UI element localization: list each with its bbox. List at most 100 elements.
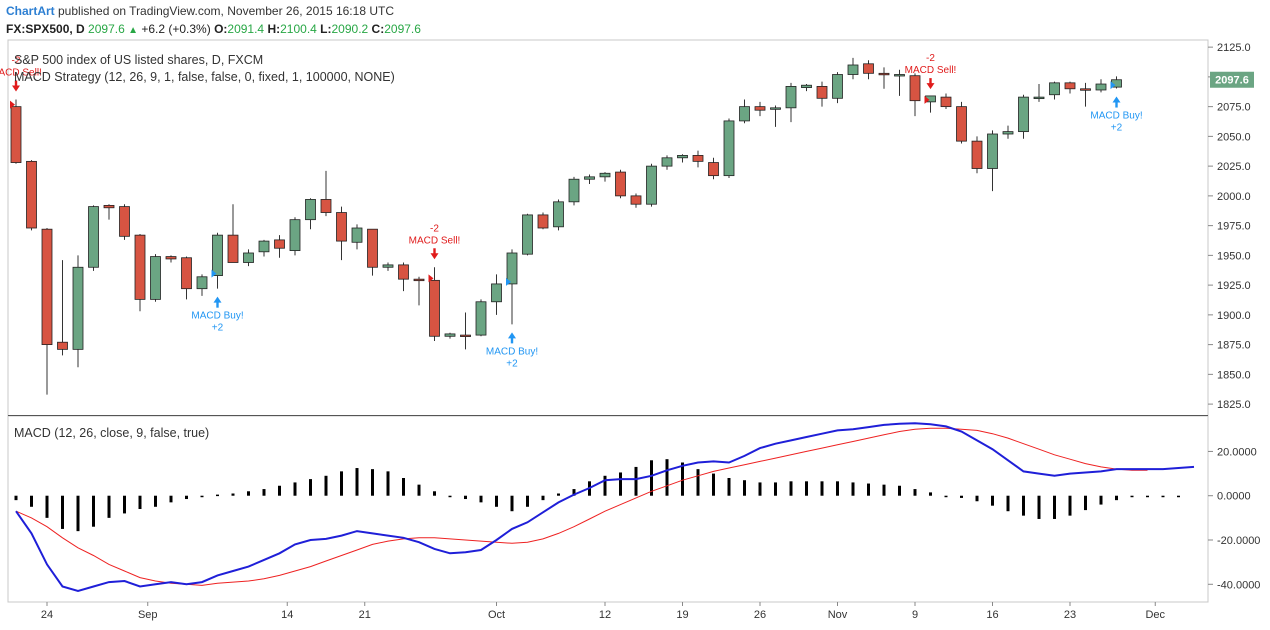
symbol-name[interactable]: FX:SPX500, D — [6, 22, 85, 36]
candle[interactable] — [646, 163, 657, 207]
histogram-bar — [929, 492, 932, 496]
candle[interactable] — [367, 228, 378, 276]
time-tick-label: Dec — [1145, 609, 1165, 621]
histogram-bar — [960, 495, 963, 498]
candle[interactable] — [413, 276, 425, 306]
candle[interactable] — [1018, 94, 1029, 139]
histogram-bar — [479, 495, 483, 503]
candle[interactable] — [57, 260, 68, 356]
last-price-badge — [1210, 71, 1254, 88]
candle[interactable] — [491, 274, 502, 315]
candle[interactable] — [444, 332, 456, 339]
candle[interactable] — [382, 262, 394, 271]
time-tick-label: 24 — [41, 609, 53, 621]
candle[interactable] — [568, 176, 580, 206]
candle[interactable] — [196, 274, 208, 296]
candle[interactable] — [956, 101, 967, 144]
candle[interactable] — [1095, 79, 1107, 93]
candle[interactable] — [227, 204, 239, 263]
brand-link[interactable]: ChartArt — [6, 4, 55, 18]
strategy-legend[interactable]: MACD Strategy (12, 26, 9, 1, false, fals… — [14, 70, 395, 84]
candle[interactable] — [661, 155, 673, 170]
macd-line[interactable] — [15, 422, 1195, 592]
candle[interactable] — [103, 204, 115, 220]
candle-body — [646, 165, 657, 205]
candle[interactable] — [41, 228, 53, 395]
candle[interactable] — [475, 299, 487, 337]
candle[interactable] — [832, 72, 843, 104]
candle[interactable] — [134, 233, 146, 312]
candle[interactable] — [212, 232, 223, 289]
candle[interactable] — [708, 157, 719, 180]
candles-layer[interactable] — [10, 57, 1122, 395]
histogram-bar — [107, 495, 111, 518]
candle[interactable] — [351, 224, 363, 250]
candle[interactable] — [398, 262, 409, 292]
histogram-bar — [417, 484, 421, 496]
candle[interactable] — [971, 136, 983, 174]
candle[interactable] — [723, 118, 735, 179]
candle[interactable] — [289, 217, 301, 256]
candle[interactable] — [429, 267, 440, 342]
candle[interactable] — [801, 84, 812, 92]
candle[interactable] — [630, 193, 642, 208]
candle[interactable] — [987, 130, 998, 192]
candle[interactable] — [894, 69, 905, 96]
price-axis[interactable]: 2125.02100.02075.02050.02025.02000.01975… — [1208, 42, 1251, 411]
time-axis[interactable]: 24 Sep 14 21 Oct 12 19 26 Nov 9 16 23 Dec — [41, 602, 1166, 621]
candle-body — [754, 106, 766, 111]
macd-axis[interactable]: 20.0000 0.0000 -20.0000 -40.0000 — [1208, 446, 1260, 591]
candle[interactable] — [599, 172, 611, 182]
candle[interactable] — [26, 160, 37, 231]
candle[interactable] — [305, 198, 316, 230]
candle[interactable] — [909, 73, 921, 117]
candle-body — [987, 133, 998, 169]
macd-legend[interactable]: MACD (12, 26, close, 9, false, true) — [14, 426, 209, 440]
candle[interactable] — [754, 101, 766, 117]
candle[interactable] — [878, 67, 890, 89]
candle[interactable] — [320, 170, 332, 217]
candle[interactable] — [522, 213, 533, 256]
candle[interactable] — [1033, 84, 1045, 102]
candle[interactable] — [274, 235, 285, 258]
candle[interactable] — [336, 206, 347, 261]
candle[interactable] — [553, 199, 564, 231]
candle[interactable] — [692, 150, 704, 168]
candle[interactable] — [770, 105, 781, 127]
candle[interactable] — [863, 60, 874, 80]
candle[interactable] — [615, 169, 626, 199]
candle[interactable] — [506, 249, 518, 325]
candle[interactable] — [785, 82, 797, 123]
candle[interactable] — [243, 249, 254, 267]
candle[interactable] — [1049, 81, 1060, 100]
candle-body — [243, 252, 254, 263]
candle[interactable] — [940, 93, 952, 110]
candle[interactable] — [1002, 125, 1014, 139]
candle[interactable] — [119, 204, 130, 240]
candle[interactable] — [1064, 81, 1076, 94]
candle[interactable] — [181, 256, 192, 300]
candle[interactable] — [1080, 82, 1091, 107]
candle[interactable] — [88, 205, 99, 271]
candle[interactable] — [165, 255, 177, 263]
histogram-bar — [898, 485, 901, 496]
candle[interactable] — [739, 99, 750, 124]
signal-line[interactable] — [15, 427, 1148, 586]
buy-arrow-stem — [510, 337, 514, 344]
candle[interactable] — [816, 81, 828, 107]
candle[interactable] — [460, 312, 471, 350]
candle-body — [770, 107, 781, 110]
time-tick-label: 14 — [281, 609, 293, 621]
candle[interactable] — [537, 212, 549, 230]
candle[interactable] — [72, 255, 84, 368]
candle[interactable] — [584, 174, 595, 184]
histogram-bar — [1115, 495, 1118, 501]
candle[interactable] — [150, 254, 161, 302]
macd-layer[interactable] — [14, 422, 1195, 592]
candle[interactable] — [10, 99, 22, 164]
candle[interactable] — [847, 57, 859, 80]
candle[interactable] — [258, 239, 270, 257]
candle[interactable] — [677, 154, 688, 163]
sell-flag-icon — [428, 274, 434, 283]
